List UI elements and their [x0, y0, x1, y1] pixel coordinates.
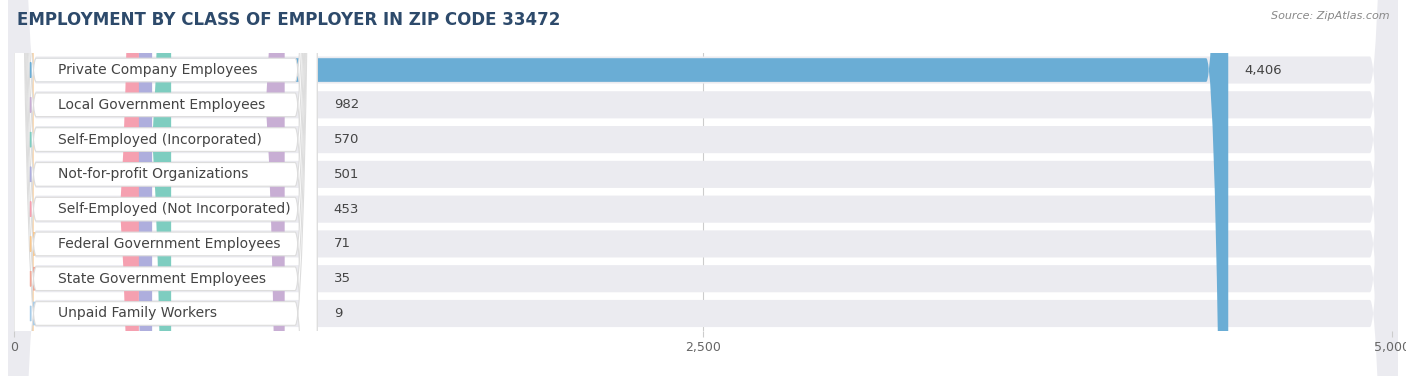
FancyBboxPatch shape	[14, 0, 172, 376]
Text: 71: 71	[333, 237, 350, 250]
Text: 982: 982	[333, 98, 359, 111]
FancyBboxPatch shape	[8, 0, 1398, 376]
FancyBboxPatch shape	[8, 0, 1398, 376]
Text: 453: 453	[333, 203, 359, 216]
FancyBboxPatch shape	[8, 0, 1398, 376]
FancyBboxPatch shape	[14, 0, 318, 376]
Text: 35: 35	[333, 272, 350, 285]
FancyBboxPatch shape	[14, 0, 1229, 376]
FancyBboxPatch shape	[8, 0, 1398, 376]
Text: EMPLOYMENT BY CLASS OF EMPLOYER IN ZIP CODE 33472: EMPLOYMENT BY CLASS OF EMPLOYER IN ZIP C…	[17, 11, 560, 29]
Text: Self-Employed (Incorporated): Self-Employed (Incorporated)	[58, 133, 262, 147]
FancyBboxPatch shape	[14, 0, 318, 376]
FancyBboxPatch shape	[1, 0, 37, 376]
FancyBboxPatch shape	[14, 0, 318, 376]
Text: Local Government Employees: Local Government Employees	[58, 98, 266, 112]
FancyBboxPatch shape	[14, 0, 318, 376]
FancyBboxPatch shape	[14, 0, 139, 376]
Text: 4,406: 4,406	[1244, 64, 1282, 77]
FancyBboxPatch shape	[8, 0, 1398, 376]
FancyBboxPatch shape	[11, 0, 37, 376]
Text: Private Company Employees: Private Company Employees	[58, 63, 257, 77]
FancyBboxPatch shape	[8, 0, 1398, 376]
Text: 501: 501	[333, 168, 359, 181]
Text: Source: ZipAtlas.com: Source: ZipAtlas.com	[1271, 11, 1389, 21]
Text: Federal Government Employees: Federal Government Employees	[58, 237, 281, 251]
FancyBboxPatch shape	[14, 0, 318, 376]
FancyBboxPatch shape	[8, 0, 1398, 376]
FancyBboxPatch shape	[14, 0, 318, 376]
FancyBboxPatch shape	[14, 0, 318, 376]
Text: Not-for-profit Organizations: Not-for-profit Organizations	[58, 167, 249, 181]
FancyBboxPatch shape	[0, 0, 37, 376]
FancyBboxPatch shape	[14, 0, 284, 376]
FancyBboxPatch shape	[14, 0, 318, 376]
Text: Self-Employed (Not Incorporated): Self-Employed (Not Incorporated)	[58, 202, 291, 216]
FancyBboxPatch shape	[8, 0, 1398, 376]
Text: 9: 9	[333, 307, 342, 320]
Text: Unpaid Family Workers: Unpaid Family Workers	[58, 306, 217, 320]
FancyBboxPatch shape	[14, 0, 152, 376]
Text: 570: 570	[333, 133, 359, 146]
Text: State Government Employees: State Government Employees	[58, 272, 266, 286]
